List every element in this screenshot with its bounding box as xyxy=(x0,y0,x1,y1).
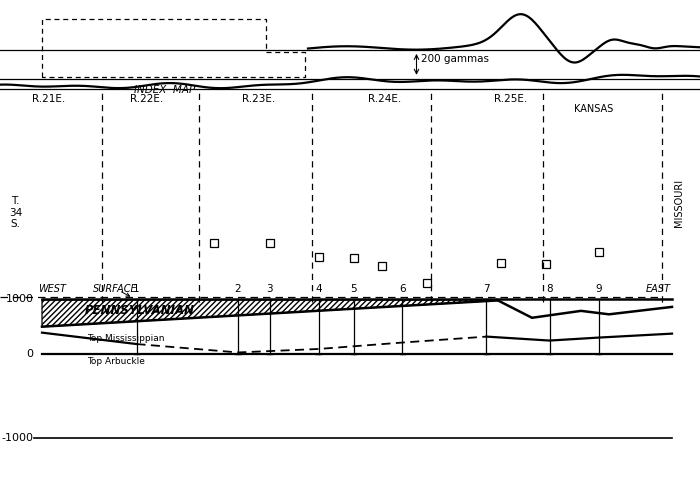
Text: 1000: 1000 xyxy=(6,295,34,304)
Text: 8: 8 xyxy=(546,284,553,294)
Text: 6: 6 xyxy=(399,284,406,294)
Text: MISSOURI: MISSOURI xyxy=(674,179,684,227)
Text: INDEX  MAP: INDEX MAP xyxy=(134,85,195,95)
Text: Top Mississippian: Top Mississippian xyxy=(88,334,165,343)
Text: R.25E.: R.25E. xyxy=(494,94,528,104)
Text: WEST: WEST xyxy=(38,284,66,294)
Text: 3: 3 xyxy=(266,284,273,294)
Text: 0: 0 xyxy=(27,349,34,359)
Text: 4: 4 xyxy=(315,284,322,294)
Text: 9: 9 xyxy=(595,284,602,294)
Text: EAST: EAST xyxy=(645,284,671,294)
Text: R.23E.: R.23E. xyxy=(242,94,276,104)
Polygon shape xyxy=(42,300,497,327)
Text: -1000: -1000 xyxy=(1,433,34,443)
Text: T.
34
S.: T. 34 S. xyxy=(9,196,22,230)
Text: KANSAS: KANSAS xyxy=(574,104,613,114)
Text: Top Arbuckle: Top Arbuckle xyxy=(88,357,146,366)
Text: 7: 7 xyxy=(483,284,490,294)
Text: PENNSYLVANIAN: PENNSYLVANIAN xyxy=(85,304,195,317)
Text: 200 gammas: 200 gammas xyxy=(421,54,489,64)
Text: R.22E.: R.22E. xyxy=(130,94,164,104)
Text: 2: 2 xyxy=(234,284,241,294)
Text: 5: 5 xyxy=(350,284,357,294)
Text: R.21E.: R.21E. xyxy=(32,94,66,104)
Text: 1: 1 xyxy=(133,284,140,294)
Text: SURFACE: SURFACE xyxy=(93,284,138,294)
Text: R.24E.: R.24E. xyxy=(368,94,402,104)
